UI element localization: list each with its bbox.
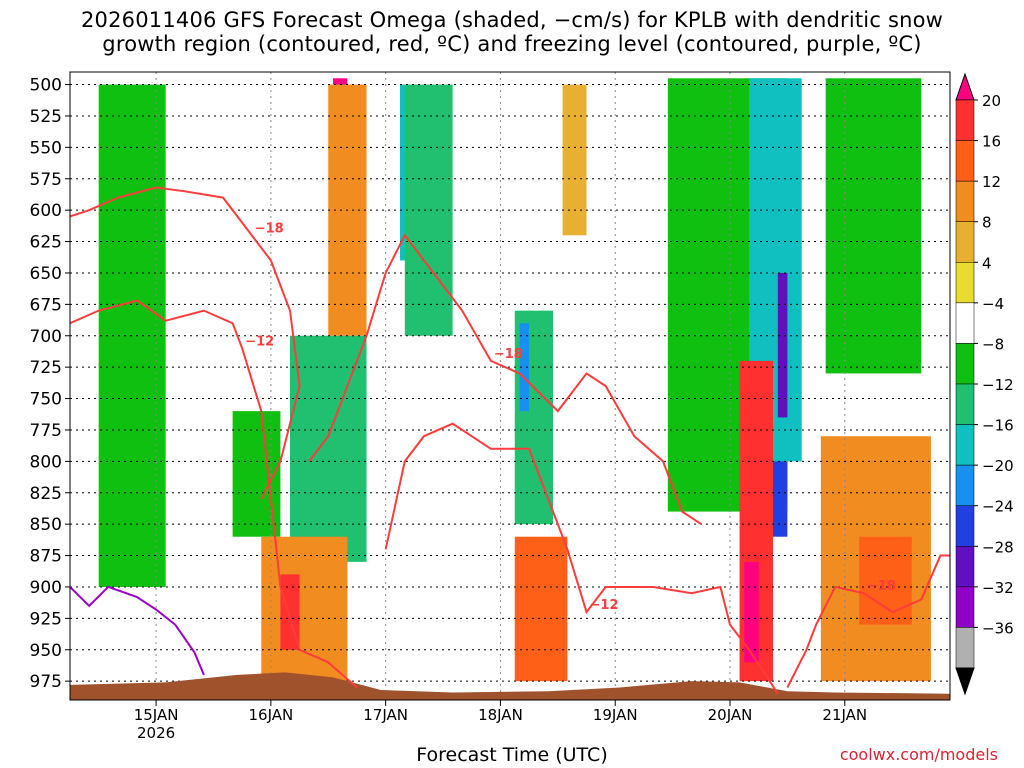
omega-region-21 bbox=[825, 78, 922, 374]
y-tick-label: 850 bbox=[30, 515, 62, 535]
colorbar-segment bbox=[955, 464, 975, 506]
y-tick-label: 575 bbox=[30, 170, 62, 190]
colorbar-label: −12 bbox=[982, 376, 1014, 394]
dgz-contour-2 bbox=[308, 233, 702, 525]
chart-title-line-1: 2026011406 GFS Forecast Omega (shaded, −… bbox=[80, 8, 944, 32]
dgz-contour-4-label: −18 bbox=[867, 579, 896, 594]
colorbar-segment bbox=[955, 627, 975, 669]
y-tick-label: 500 bbox=[30, 76, 62, 96]
y-tick-label: 825 bbox=[30, 484, 62, 504]
colorbar-label: 12 bbox=[982, 173, 1001, 191]
dgz-contour-4 bbox=[786, 554, 950, 688]
y-tick-label: 750 bbox=[30, 390, 62, 410]
credit-text: coolwx.com/models bbox=[839, 745, 998, 764]
y-tick-label: 675 bbox=[30, 295, 62, 315]
colorbar-label: −28 bbox=[982, 538, 1014, 556]
colorbar-label: −24 bbox=[982, 498, 1014, 516]
colorbar-segment bbox=[955, 546, 975, 588]
colorbar-label: −36 bbox=[982, 619, 1014, 637]
colorbar-label: −32 bbox=[982, 579, 1014, 597]
y-tick-label: 975 bbox=[30, 672, 62, 692]
colorbar-segment bbox=[955, 343, 975, 385]
x-tick-label: 16JAN bbox=[249, 706, 294, 724]
colorbar-label: 16 bbox=[982, 133, 1001, 151]
dgz-contour-1-label: −12 bbox=[245, 334, 274, 349]
omega-region-10 bbox=[514, 536, 568, 682]
freezing-level-contour bbox=[70, 585, 205, 676]
x-tick-label: 17JAN bbox=[363, 706, 408, 724]
x-tick-label: 19JAN bbox=[593, 706, 638, 724]
y-tick-label: 900 bbox=[30, 578, 62, 598]
colorbar-label: 8 bbox=[982, 214, 992, 232]
plot-frame bbox=[69, 71, 951, 701]
y-tick-label: 600 bbox=[30, 201, 62, 221]
colorbar-segment bbox=[955, 180, 975, 222]
x-tick-sublabel: 2026 bbox=[137, 724, 175, 742]
y-tick-label: 625 bbox=[30, 233, 62, 253]
colorbar-bottom-arrow bbox=[955, 667, 975, 696]
omega-region-11 bbox=[261, 536, 348, 682]
y-tick-label: 925 bbox=[30, 609, 62, 629]
colorbar-segment bbox=[955, 140, 975, 182]
dgz-contour-1 bbox=[70, 299, 358, 689]
colorbar-label: 20 bbox=[982, 92, 1001, 110]
y-tick-label: 775 bbox=[30, 421, 62, 441]
x-axis-title: Forecast Time (UTC) bbox=[416, 744, 608, 766]
dgz-contour-3-label: −12 bbox=[590, 598, 619, 613]
x-tick-label: 18JAN bbox=[478, 706, 523, 724]
chart-title-line-2: growth region (contoured, red, ºC) and f… bbox=[102, 32, 922, 56]
dgz-contour-0-label: −18 bbox=[255, 221, 284, 236]
x-tick-label: 15JAN bbox=[134, 706, 179, 724]
colorbar-segment bbox=[955, 586, 975, 628]
y-tick-label: 700 bbox=[30, 327, 62, 347]
omega-region-22 bbox=[562, 84, 587, 236]
y-tick-label: 875 bbox=[30, 547, 62, 567]
colorbar-label: −8 bbox=[982, 335, 1004, 353]
y-tick-label: 800 bbox=[30, 452, 62, 472]
colorbar-top-arrow bbox=[955, 72, 975, 101]
colorbar-segment bbox=[955, 424, 975, 466]
colorbar-segment bbox=[955, 99, 975, 141]
colorbar-label: −16 bbox=[982, 417, 1014, 435]
y-tick-label: 725 bbox=[30, 358, 62, 378]
colorbar-label: 4 bbox=[982, 254, 992, 272]
omega-region-8 bbox=[519, 323, 530, 412]
x-tick-label: 20JAN bbox=[708, 706, 753, 724]
omega-region-2 bbox=[290, 335, 367, 562]
y-tick-label: 650 bbox=[30, 264, 62, 284]
terrain-surface bbox=[70, 672, 950, 700]
colorbar-segment bbox=[955, 505, 975, 547]
dgz-contour-2-label: −18 bbox=[494, 347, 523, 362]
colorbar-segment bbox=[955, 383, 975, 425]
x-tick-label: 21JAN bbox=[822, 706, 867, 724]
omega-region-16 bbox=[777, 272, 788, 418]
colorbar-segment bbox=[955, 262, 975, 304]
y-tick-label: 525 bbox=[30, 107, 62, 127]
dgz-contour-3 bbox=[384, 422, 779, 695]
colorbar-segment bbox=[955, 302, 975, 344]
y-tick-label: 950 bbox=[30, 641, 62, 661]
omega-region-4 bbox=[404, 84, 453, 336]
y-tick-label: 550 bbox=[30, 138, 62, 158]
omega-region-20 bbox=[859, 536, 912, 625]
colorbar-label: −20 bbox=[982, 457, 1014, 475]
colorbar-label: −4 bbox=[982, 295, 1004, 313]
dgz-contour-0 bbox=[70, 186, 301, 500]
colorbar-segment bbox=[955, 221, 975, 263]
